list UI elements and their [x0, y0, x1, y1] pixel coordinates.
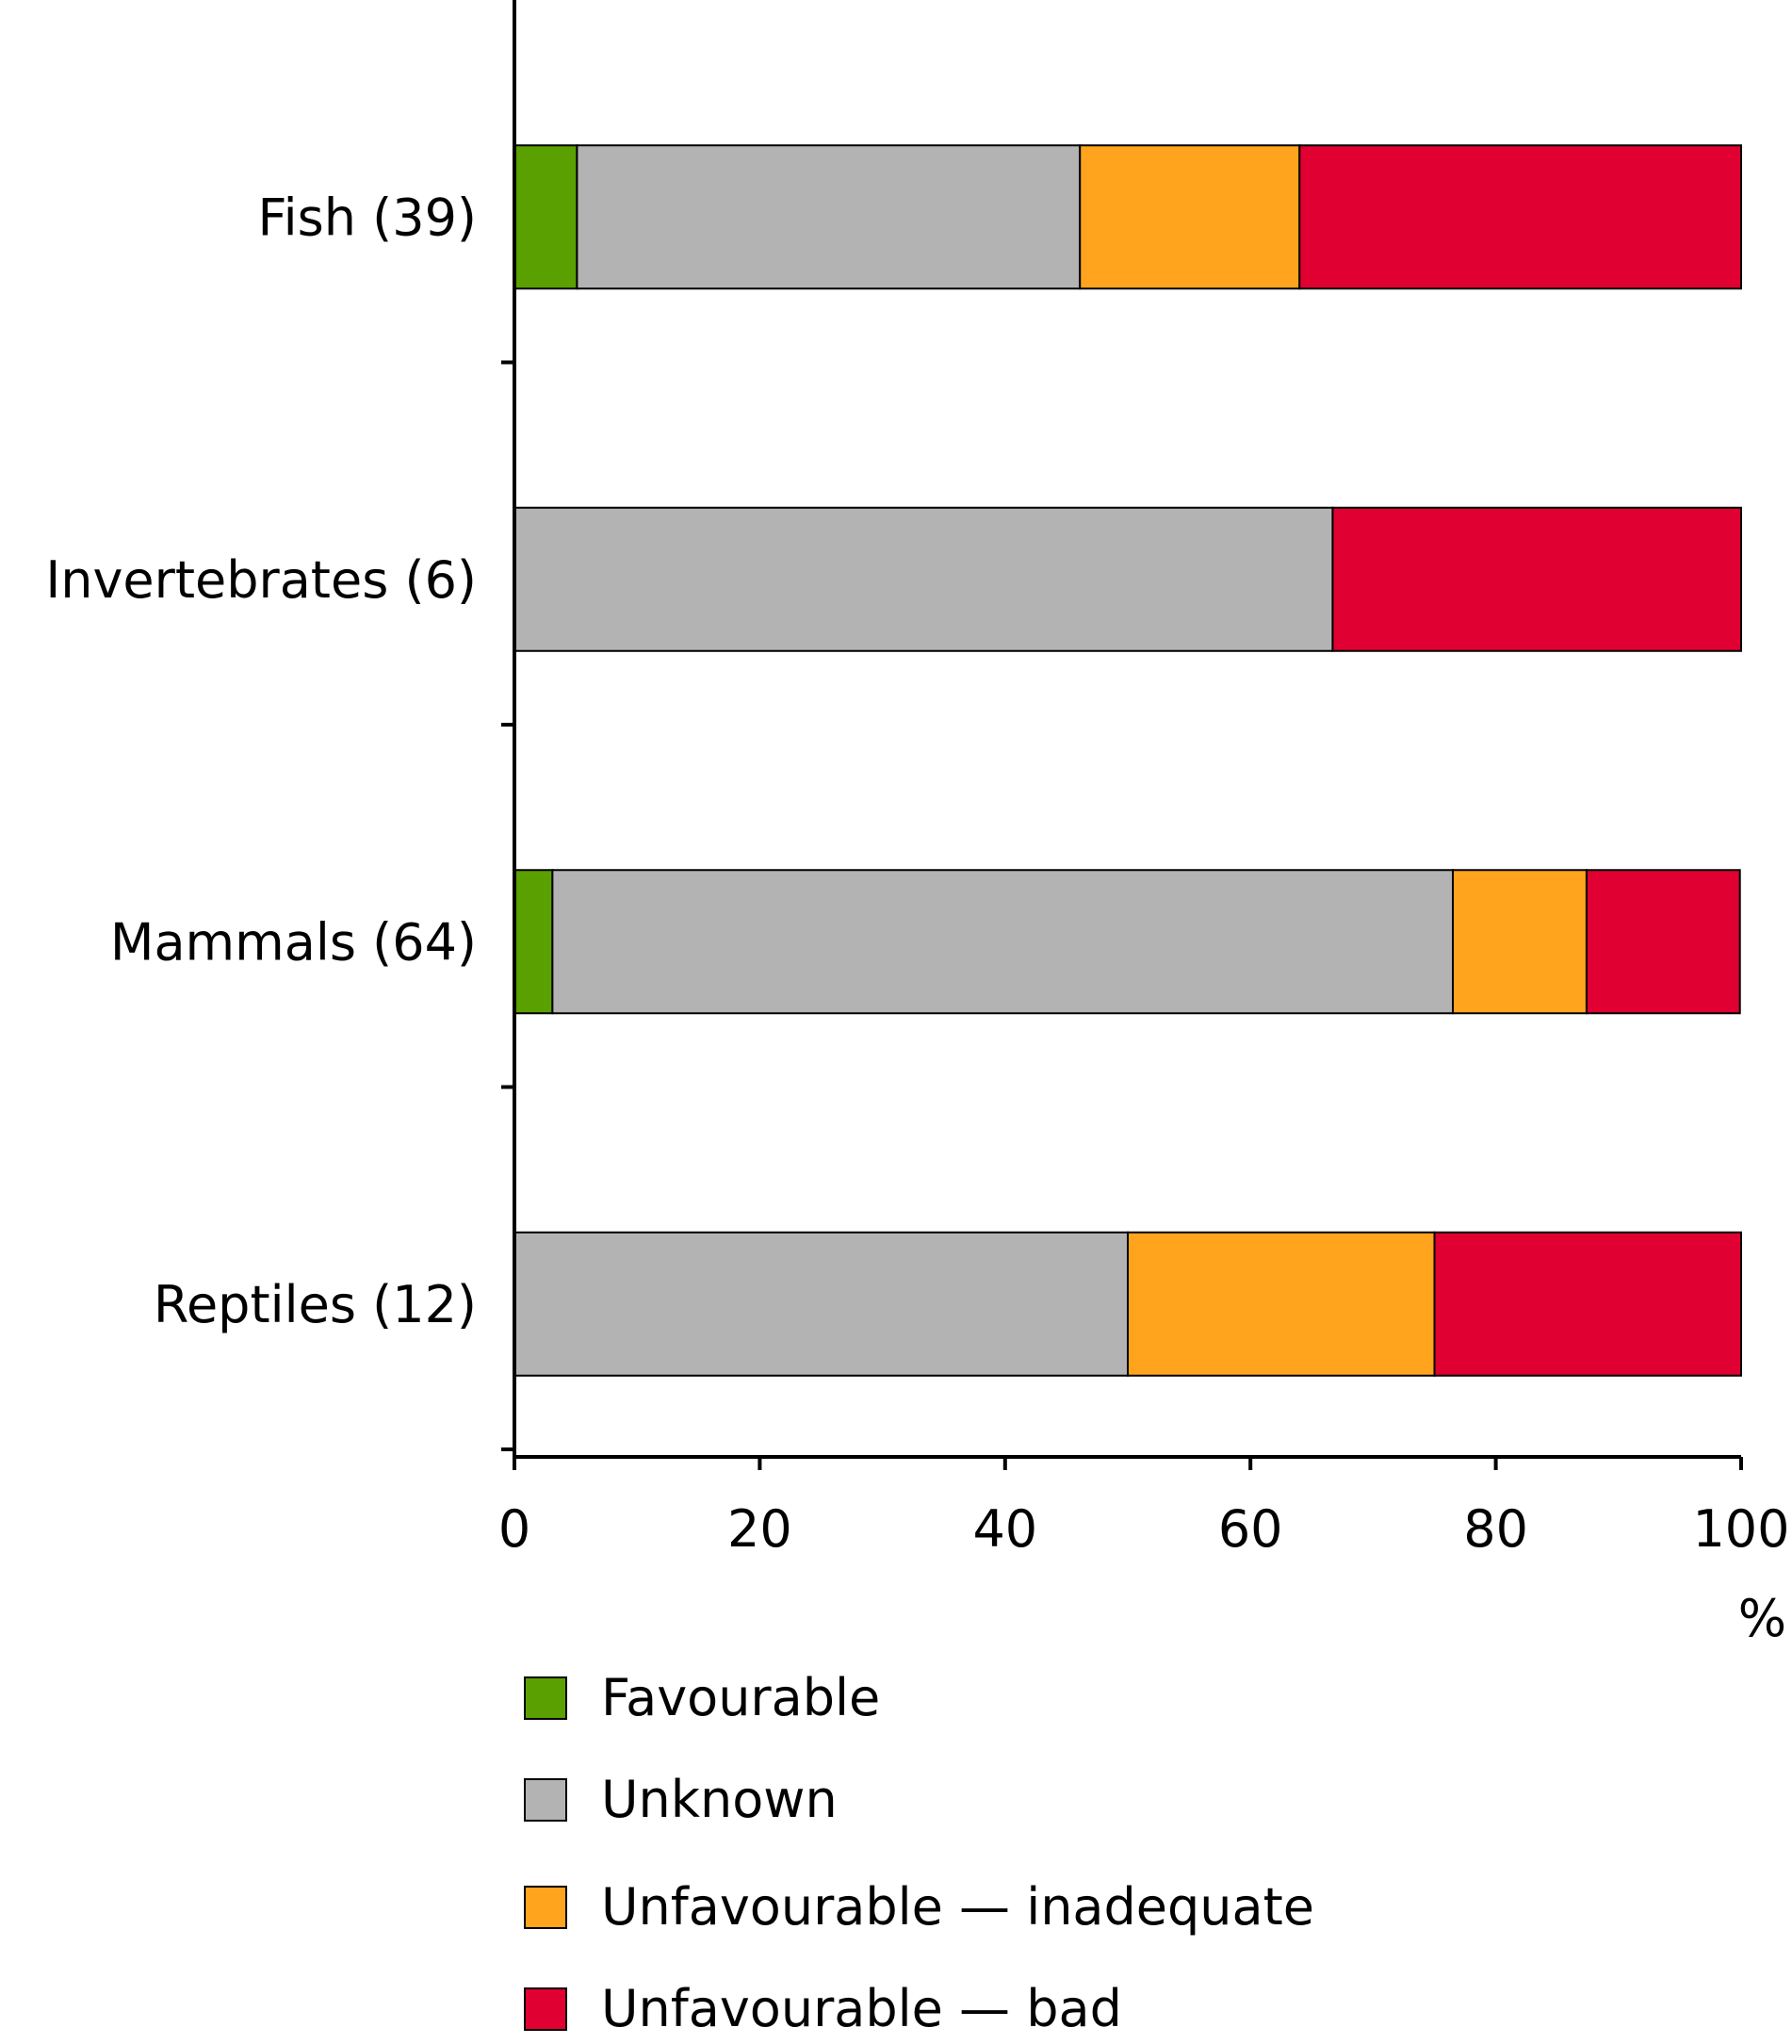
bar-reptiles-12-unfavourable-inadequate	[1127, 1231, 1436, 1377]
axes-group	[501, 0, 1743, 1470]
x-tick-label-60: 60	[1218, 1499, 1283, 1559]
category-label-reptiles-12: Reptiles (12)	[154, 1275, 477, 1334]
x-tick-label-100: 100	[1692, 1499, 1789, 1559]
legend-swatch-unfavourable-bad	[524, 1987, 567, 2031]
bar-mammals-64-favourable	[513, 869, 554, 1015]
category-label-mammals-64: Mammals (64)	[110, 912, 477, 972]
bar-fish-39-unfavourable-bad	[1298, 144, 1743, 290]
legend-swatch-unknown	[524, 1778, 567, 1822]
bars-group	[513, 144, 1743, 1377]
legend-swatch-unfavourable-inadequate	[524, 1886, 567, 1929]
x-axis-unit-label: %	[1738, 1589, 1786, 1648]
bar-reptiles-12-unfavourable-bad	[1433, 1231, 1742, 1377]
legend-label-unfavourable-inadequate: Unfavourable — inadequate	[601, 1877, 1315, 1937]
bar-mammals-64-unfavourable-bad	[1585, 869, 1741, 1015]
bar-fish-39-favourable	[513, 144, 578, 290]
x-tick-label-80: 80	[1463, 1499, 1528, 1559]
labels-group: Fish (39) Invertebrates (6) Mammals (64) Re…	[45, 188, 1789, 1648]
legend-label-unknown: Unknown	[601, 1770, 838, 1829]
category-label-invertebrates-6: Invertebrates (6)	[45, 550, 477, 610]
legend-label-unfavourable-bad: Unfavourable — bad	[601, 1979, 1122, 2038]
legend-label-favourable: Favourable	[601, 1668, 881, 1727]
legend-swatch-favourable	[524, 1676, 567, 1720]
bar-invertebrates-6-unknown	[513, 506, 1334, 652]
bar-mammals-64-unfavourable-inadequate	[1452, 869, 1588, 1015]
bar-mammals-64-unknown	[551, 869, 1455, 1015]
bar-fish-39-unknown	[576, 144, 1082, 290]
bar-invertebrates-6-unfavourable-bad	[1331, 506, 1742, 652]
x-tick-label-0: 0	[498, 1499, 530, 1559]
bar-reptiles-12-unknown	[513, 1231, 1129, 1377]
x-tick-label-20: 20	[727, 1499, 792, 1559]
category-label-fish-39: Fish (39)	[257, 188, 477, 247]
x-tick-label-40: 40	[972, 1499, 1037, 1559]
bar-fish-39-unfavourable-inadequate	[1079, 144, 1301, 290]
